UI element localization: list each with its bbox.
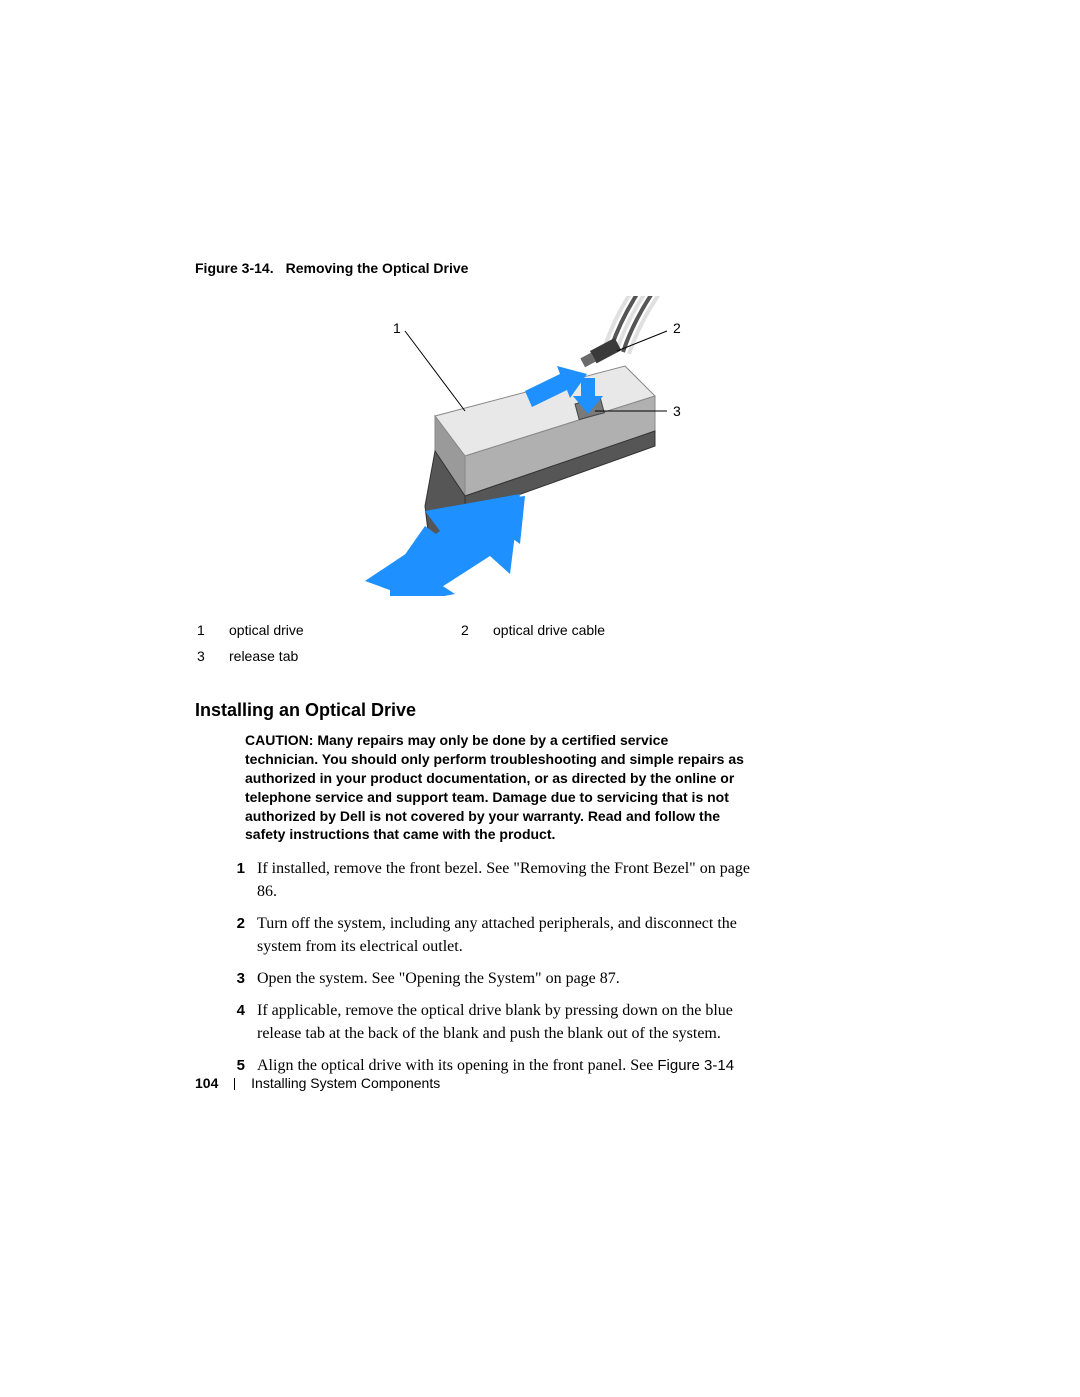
page-number: 104 (195, 1075, 218, 1091)
step-number: 3 (195, 968, 257, 990)
figure-legend: 1 optical drive 2 optical drive cable 3 … (195, 616, 725, 670)
step-text: Turn off the system, including any attac… (257, 913, 755, 958)
step-text: Open the system. See "Opening the System… (257, 968, 755, 990)
step-figure-ref: Figure 3-14 (657, 1057, 734, 1074)
legend-num: 2 (461, 618, 491, 642)
steps-list: 1 If installed, remove the front bezel. … (195, 858, 755, 1077)
step-text: If installed, remove the front bezel. Se… (257, 858, 755, 903)
legend-label: optical drive cable (493, 618, 723, 642)
callout-2: 2 (673, 320, 681, 336)
caution-text: Many repairs may only be done by a certi… (245, 732, 744, 842)
step-item: 1 If installed, remove the front bezel. … (195, 858, 755, 903)
step-text-pre: Align the optical drive with its opening… (257, 1057, 657, 1074)
legend-num: 1 (197, 618, 227, 642)
leader-1 (405, 331, 465, 411)
caution-block: CAUTION: Many repairs may only be done b… (245, 731, 745, 844)
figure-title: Removing the Optical Drive (286, 260, 469, 276)
section-heading: Installing an Optical Drive (195, 700, 895, 721)
step-number: 1 (195, 858, 257, 903)
caution-label: CAUTION: (245, 732, 313, 748)
figure-caption: Figure 3-14. Removing the Optical Drive (195, 260, 895, 276)
arrow-drive-remove (365, 494, 525, 596)
step-item: 3 Open the system. See "Opening the Syst… (195, 968, 755, 990)
cable-connector (579, 338, 621, 369)
step-number: 4 (195, 1000, 257, 1045)
step-item: 4 If applicable, remove the optical driv… (195, 1000, 755, 1045)
footer-divider (234, 1078, 235, 1090)
callout-1: 1 (393, 320, 401, 336)
legend-num: 3 (197, 644, 227, 668)
chapter-title: Installing System Components (251, 1075, 440, 1091)
page-content: Figure 3-14. Removing the Optical Drive (195, 260, 895, 1087)
optical-drive-diagram-svg (295, 296, 795, 596)
step-number: 2 (195, 913, 257, 958)
step-item: 2 Turn off the system, including any att… (195, 913, 755, 958)
figure-number: Figure 3-14. (195, 260, 274, 276)
legend-label: release tab (229, 644, 459, 668)
legend-label: optical drive (229, 618, 459, 642)
figure-diagram: 1 2 3 (295, 296, 795, 596)
page-footer: 104 Installing System Components (195, 1075, 440, 1091)
step-text: If applicable, remove the optical drive … (257, 1000, 755, 1045)
callout-3: 3 (673, 403, 681, 419)
